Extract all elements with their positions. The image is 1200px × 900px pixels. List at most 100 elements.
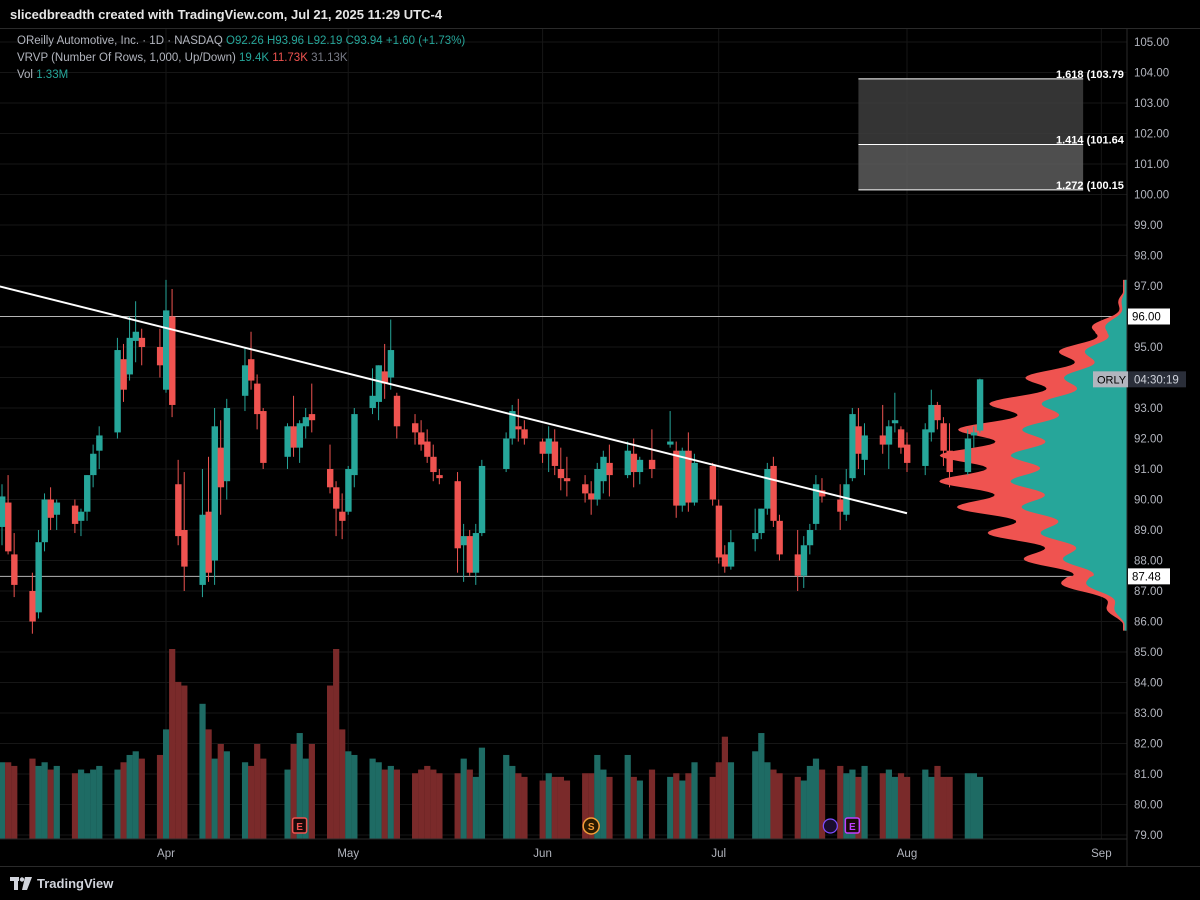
candle xyxy=(970,426,978,448)
candle-body xyxy=(818,490,826,497)
candle-body xyxy=(545,438,553,454)
price-label: 04:30:19 xyxy=(1128,371,1186,388)
candle xyxy=(35,530,42,619)
trendline xyxy=(0,285,908,515)
volume-bar xyxy=(290,744,297,839)
volume-bar xyxy=(861,765,868,839)
candle xyxy=(156,328,164,378)
volume-bar xyxy=(563,780,571,839)
candle-body xyxy=(41,499,48,543)
candle-body xyxy=(181,530,188,567)
candle xyxy=(897,426,905,454)
volume-bar xyxy=(241,762,249,839)
chart-area[interactable]: 1.618 (103.79 1.414 (101.64 1.272 (100.15 E… xyxy=(0,28,1200,867)
price-tick-label: 88.00 xyxy=(1134,556,1163,568)
tradingview-logo[interactable]: TradingView xyxy=(10,876,113,891)
candle xyxy=(369,368,376,415)
volume-bar xyxy=(515,773,522,839)
candle-body xyxy=(539,441,546,454)
candle xyxy=(764,462,771,515)
time-tick-label: May xyxy=(337,848,359,860)
legend-vrvp-up: 19.4K xyxy=(239,52,270,64)
candle xyxy=(667,411,674,448)
candle xyxy=(855,408,862,469)
volume-bar xyxy=(685,773,692,839)
price-tick-label: 86.00 xyxy=(1134,617,1163,629)
candle xyxy=(521,420,528,445)
earnings-marker-icon xyxy=(844,817,861,834)
candle xyxy=(29,572,36,634)
candle-body xyxy=(897,429,905,448)
candle-body xyxy=(53,502,61,515)
price-label: ORLY xyxy=(1093,371,1128,388)
candle-body xyxy=(582,484,589,494)
candle xyxy=(818,478,826,503)
price-tick-label: 105.00 xyxy=(1134,37,1169,49)
chart-caption: slicedbreadth created with TradingView.c… xyxy=(10,7,443,22)
candle xyxy=(509,404,516,445)
candle xyxy=(685,432,692,512)
candle xyxy=(436,469,443,485)
candle-body xyxy=(132,331,140,341)
volume-bar xyxy=(138,758,145,839)
candle-body xyxy=(163,310,170,390)
legend-vrvp-title: VRVP (Number Of Rows, 1,000, Up/Down) xyxy=(17,52,236,64)
legend-volume-title: Vol xyxy=(17,69,33,81)
volume-bar xyxy=(800,780,807,839)
candle-body xyxy=(339,511,346,521)
candle xyxy=(47,487,54,530)
candlestick-chart[interactable]: 1.618 (103.79 1.414 (101.64 1.272 (100.15 E… xyxy=(0,29,1200,867)
candle-body xyxy=(843,484,850,515)
candle-body xyxy=(345,469,352,512)
candle-body xyxy=(849,414,856,479)
price-tick-label: 99.00 xyxy=(1134,220,1163,232)
volume-bar xyxy=(478,747,486,839)
volume-bar xyxy=(582,773,589,839)
volume-bar xyxy=(11,765,18,839)
candle-body xyxy=(503,438,510,469)
candle xyxy=(709,462,717,506)
candle xyxy=(333,481,340,537)
candle-body xyxy=(685,450,692,503)
candle-body xyxy=(77,511,85,521)
candle xyxy=(679,447,686,512)
candle xyxy=(351,408,358,488)
candle-body xyxy=(35,542,42,613)
volume-bar xyxy=(849,769,856,839)
volume-bar xyxy=(339,729,346,839)
volume-bar xyxy=(897,773,905,839)
candle-body xyxy=(436,475,443,479)
price-tick-label: 91.00 xyxy=(1134,464,1163,476)
legend-vrvp-down: 11.73K xyxy=(272,52,308,64)
volume-bar xyxy=(879,773,886,839)
volume-bar xyxy=(752,751,759,839)
candle xyxy=(551,429,559,476)
grid-lines xyxy=(0,29,1127,839)
candle xyxy=(849,408,856,482)
split-marker-icon xyxy=(582,817,600,835)
candle-body xyxy=(855,426,862,454)
volume-bar xyxy=(709,776,716,839)
candle-body xyxy=(260,411,267,463)
volume-bar xyxy=(557,776,564,839)
candle-body xyxy=(800,545,808,576)
volume-bar xyxy=(308,744,315,839)
volume-bar xyxy=(393,769,401,839)
candle-body xyxy=(223,408,231,482)
volume-bar xyxy=(0,762,6,839)
volume-bar xyxy=(976,776,984,839)
volume-bar xyxy=(84,773,91,839)
candle xyxy=(812,475,820,530)
volume-bar xyxy=(199,703,206,839)
price-tick-label: 80.00 xyxy=(1134,800,1163,812)
candle xyxy=(752,508,759,552)
candle-body xyxy=(521,429,528,439)
volume-bar xyxy=(71,773,79,839)
candle xyxy=(163,279,170,393)
split-marker-label: S xyxy=(588,822,595,833)
volume-bar xyxy=(776,773,783,839)
candle-body xyxy=(624,450,632,476)
candle xyxy=(472,523,480,585)
price-tick-label: 101.00 xyxy=(1134,159,1169,171)
candle-body xyxy=(248,359,255,381)
